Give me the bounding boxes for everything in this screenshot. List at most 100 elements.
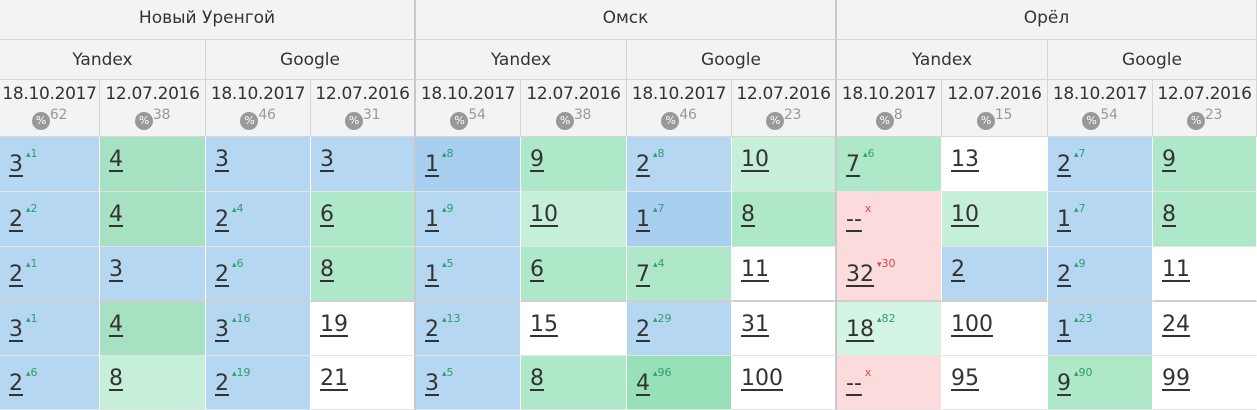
rank-value[interactable]: 1: [1057, 317, 1071, 342]
rank-value[interactable]: 15: [530, 312, 558, 337]
rank-value[interactable]: 99: [1162, 366, 1190, 391]
rank-value[interactable]: 1: [1057, 207, 1071, 232]
rank-value[interactable]: 18: [846, 317, 874, 342]
date-header: 12.07.2016% 23: [732, 80, 837, 137]
date-header: 18.10.2017% 46: [206, 80, 311, 137]
rank-cell: 26: [206, 247, 311, 302]
rank-value[interactable]: 1: [425, 262, 439, 287]
rank-value[interactable]: 4: [636, 371, 650, 396]
date-label: 12.07.2016: [526, 84, 621, 104]
rank-cell: 27: [1048, 137, 1153, 192]
rank-value[interactable]: --: [846, 207, 862, 232]
count-value: 62: [49, 107, 68, 123]
percent-icon: %: [240, 112, 259, 130]
rank-value[interactable]: 21: [320, 366, 348, 391]
date-label: 12.07.2016: [947, 84, 1042, 104]
rank-value[interactable]: 100: [741, 366, 783, 391]
rank-value[interactable]: 2: [425, 317, 439, 342]
rank-cell: 8: [521, 356, 627, 410]
rank-value[interactable]: 3: [9, 152, 23, 177]
rank-value[interactable]: 31: [741, 312, 769, 337]
rank-value[interactable]: 3: [215, 317, 229, 342]
rank-cell: 35: [416, 356, 521, 410]
date-header: 18.10.2017% 54: [1048, 80, 1153, 137]
rank-cell: 100: [732, 356, 837, 410]
rank-value[interactable]: 6: [320, 202, 334, 227]
rank-value[interactable]: 1: [636, 207, 650, 232]
rank-value[interactable]: 6: [530, 257, 544, 282]
rank-value[interactable]: 32: [846, 262, 874, 287]
rank-value[interactable]: 3: [425, 371, 439, 396]
rank-value[interactable]: 3: [109, 257, 123, 282]
rank-value[interactable]: 2: [9, 262, 23, 287]
rank-value[interactable]: 10: [530, 202, 558, 227]
rank-value[interactable]: 2: [1057, 152, 1071, 177]
rank-cell: 11: [732, 247, 837, 302]
rank-value[interactable]: 1: [425, 152, 439, 177]
rank-value[interactable]: --: [846, 371, 862, 396]
percent-icon: %: [555, 112, 574, 130]
rank-value[interactable]: 19: [320, 312, 348, 337]
rank-value[interactable]: 100: [951, 312, 993, 337]
rank-value[interactable]: 2: [9, 371, 23, 396]
rank-value[interactable]: 3: [9, 317, 23, 342]
rank-value[interactable]: 3: [215, 147, 229, 172]
rank-cell: 31: [0, 302, 100, 356]
engine-header: Yandex: [0, 40, 206, 80]
rank-value[interactable]: 4: [109, 202, 123, 227]
rank-cell: 11: [1153, 247, 1257, 302]
rank-change: 13: [442, 312, 461, 325]
count: % 31: [311, 107, 414, 130]
rank-value[interactable]: 8: [109, 366, 123, 391]
rank-value[interactable]: 2: [215, 371, 229, 396]
rank-value[interactable]: 1: [425, 207, 439, 232]
rank-value[interactable]: 10: [741, 147, 769, 172]
rank-value[interactable]: 8: [1162, 202, 1176, 227]
rank-cell: 76: [837, 137, 942, 192]
rank-value[interactable]: 9: [1162, 147, 1176, 172]
rank-value[interactable]: 2: [636, 152, 650, 177]
rank-value[interactable]: 24: [1162, 312, 1190, 337]
rank-value[interactable]: 9: [530, 147, 544, 172]
percent-icon: %: [1082, 112, 1101, 130]
percent-icon: %: [1186, 112, 1205, 130]
rank-cell: 3: [311, 137, 416, 192]
date-header: 12.07.2016% 15: [942, 80, 1048, 137]
rank-value[interactable]: 7: [636, 262, 650, 287]
rank-value[interactable]: 2: [9, 207, 23, 232]
rank-value[interactable]: 2: [1057, 262, 1071, 287]
date-label: 18.10.2017: [210, 84, 306, 104]
rank-value[interactable]: 8: [320, 257, 334, 282]
date-label: 18.10.2017: [841, 84, 937, 104]
rank-value[interactable]: 4: [109, 147, 123, 172]
rank-value[interactable]: 2: [215, 207, 229, 232]
count: % 38: [100, 107, 205, 130]
rank-value[interactable]: 10: [951, 202, 979, 227]
rank-cell: 1882: [837, 302, 942, 356]
date-header: 18.10.2017% 54: [416, 80, 521, 137]
rank-value[interactable]: 2: [215, 262, 229, 287]
rank-cell: 8: [732, 192, 837, 247]
rank-value[interactable]: 13: [951, 147, 979, 172]
rank-value[interactable]: 11: [741, 257, 769, 282]
rank-value[interactable]: 95: [951, 366, 979, 391]
rank-value[interactable]: 2: [951, 257, 965, 282]
city-header: Омск: [416, 0, 837, 40]
engine-header: Google: [627, 40, 837, 80]
rank-cell: 3230: [837, 247, 942, 302]
rank-cell: 10: [942, 192, 1048, 247]
rank-value[interactable]: 4: [109, 312, 123, 337]
percent-icon: %: [344, 112, 363, 130]
rank-value[interactable]: 3: [320, 147, 334, 172]
rank-value[interactable]: 8: [530, 366, 544, 391]
count: % 8: [837, 107, 941, 130]
rank-value[interactable]: 8: [741, 202, 755, 227]
rank-cell: 9: [1153, 137, 1257, 192]
rank-value[interactable]: 9: [1057, 371, 1071, 396]
rank-value[interactable]: 2: [636, 317, 650, 342]
rank-value[interactable]: 7: [846, 152, 860, 177]
rank-value[interactable]: 11: [1162, 257, 1190, 282]
date-label: 12.07.2016: [1157, 84, 1252, 104]
rank-cell: 99: [1153, 356, 1257, 410]
